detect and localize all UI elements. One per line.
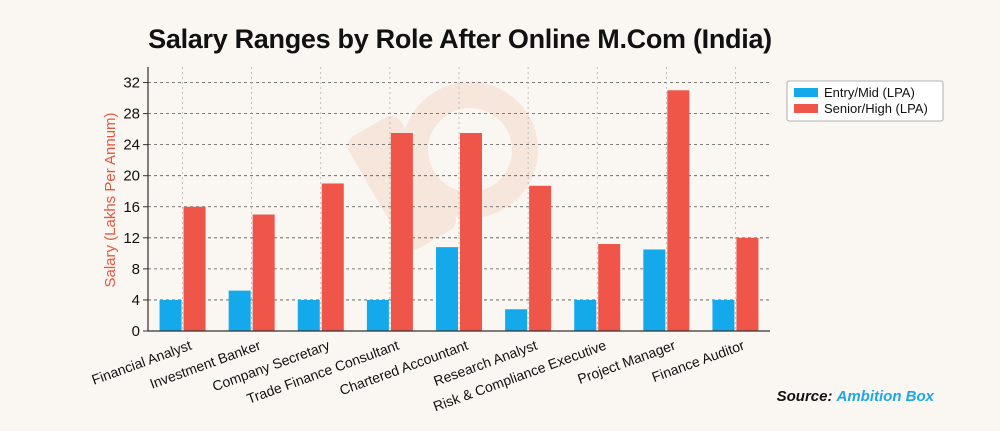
bar-entry-0 xyxy=(159,299,182,331)
y-tick-label: 16 xyxy=(123,199,140,216)
bar-entry-5 xyxy=(505,309,528,331)
y-tick-label: 28 xyxy=(123,106,140,123)
legend-label: Senior/High (LPA) xyxy=(824,101,928,116)
legend-swatch xyxy=(794,104,818,113)
legend-box xyxy=(786,80,944,122)
legend: Entry/Mid (LPA)Senior/High (LPA) xyxy=(786,80,944,122)
chart-title: Salary Ranges by Role After Online M.Com… xyxy=(148,24,772,54)
axes-group xyxy=(143,67,770,332)
bar-senior-5 xyxy=(529,185,552,331)
y-tick-label: 24 xyxy=(123,137,140,154)
y-tick-label: 12 xyxy=(123,230,140,247)
bar-senior-1 xyxy=(252,214,275,331)
grid-lines xyxy=(148,67,770,331)
source-credit: Source: Ambition Box xyxy=(777,388,934,405)
y-axis-label: Salary (Lakhs Per Annum) xyxy=(102,112,119,287)
y-tick-label: 20 xyxy=(123,168,140,185)
bar-senior-0 xyxy=(183,206,206,331)
bar-senior-7 xyxy=(667,90,690,331)
y-tick-label: 8 xyxy=(132,261,140,278)
bar-entry-7 xyxy=(643,249,666,331)
y-tick-label: 4 xyxy=(132,292,140,309)
watermark-logo xyxy=(347,82,538,250)
bars-group xyxy=(159,90,759,331)
y-tick-labels: 0 4 8 12 16 20 24 28 32 xyxy=(123,75,140,340)
source-name[interactable]: Ambition Box xyxy=(836,388,935,405)
y-tick-label: 32 xyxy=(123,75,140,92)
bar-entry-4 xyxy=(436,247,458,331)
source-label: Source: xyxy=(776,388,833,405)
bar-entry-2 xyxy=(297,299,320,331)
bar-entry-1 xyxy=(228,290,251,331)
bar-entry-6 xyxy=(574,299,597,331)
bar-senior-2 xyxy=(321,183,344,331)
bar-senior-6 xyxy=(598,244,621,331)
bar-senior-8 xyxy=(736,237,759,331)
bar-entry-8 xyxy=(712,299,735,331)
legend-label: Entry/Mid (LPA) xyxy=(824,85,915,100)
bar-senior-3 xyxy=(390,133,413,331)
bar-entry-3 xyxy=(366,299,389,331)
legend-swatch xyxy=(794,88,818,97)
y-tick-label: 0 xyxy=(132,323,140,340)
bar-senior-4 xyxy=(460,133,482,331)
